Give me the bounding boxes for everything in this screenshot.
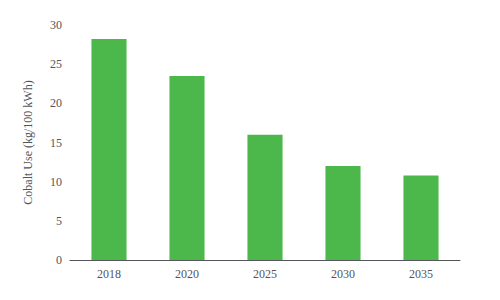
svg-text:30: 30 xyxy=(50,18,62,32)
svg-text:10: 10 xyxy=(50,175,62,189)
svg-text:2035: 2035 xyxy=(409,267,433,281)
svg-text:2020: 2020 xyxy=(175,267,199,281)
svg-text:5: 5 xyxy=(56,214,62,228)
svg-text:15: 15 xyxy=(50,136,62,150)
svg-text:25: 25 xyxy=(50,57,62,71)
svg-text:2018: 2018 xyxy=(97,267,121,281)
svg-text:2025: 2025 xyxy=(253,267,277,281)
svg-text:20: 20 xyxy=(50,96,62,110)
svg-text:2030: 2030 xyxy=(331,267,355,281)
svg-text:Cobalt Use (kg/100 kWh): Cobalt Use (kg/100 kWh) xyxy=(21,80,35,204)
svg-text:0: 0 xyxy=(56,253,62,267)
